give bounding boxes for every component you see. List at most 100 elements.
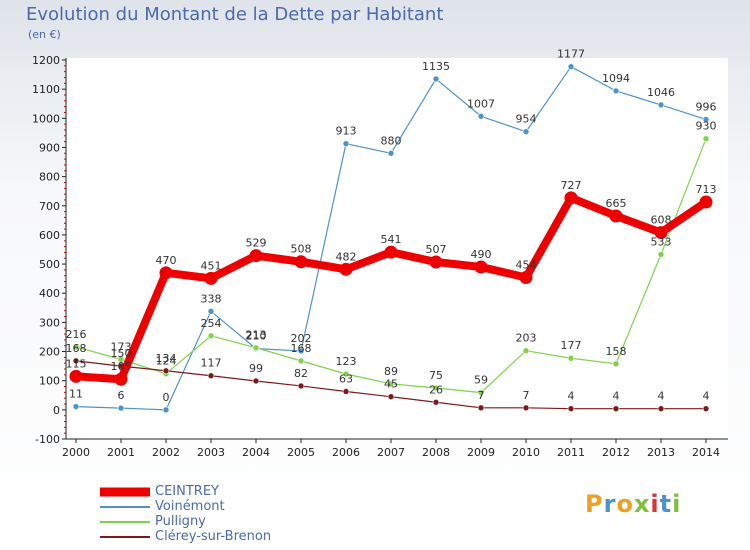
data-point (522, 404, 530, 412)
data-label: 4 (613, 390, 620, 403)
legend-label-voinemont: Voinémont (155, 499, 225, 514)
data-label: 158 (606, 345, 627, 358)
legend-label-pulligny: Pulligny (155, 514, 206, 529)
x-tick-label: 2014 (692, 446, 720, 459)
legend-label-clerey: Clérey-sur-Brenon (155, 529, 272, 544)
data-label: 1007 (467, 97, 495, 110)
x-tick-label: 2010 (512, 446, 540, 459)
data-label: 75 (429, 369, 443, 382)
data-point (474, 260, 488, 274)
data-label: 508 (291, 243, 312, 256)
data-label: 11 (69, 388, 83, 401)
data-point (429, 255, 443, 269)
logo-letter: x (633, 490, 651, 518)
x-tick-label: 2004 (242, 446, 270, 459)
data-label: 954 (516, 113, 537, 126)
data-point (342, 370, 350, 378)
data-point (297, 347, 305, 355)
data-point (69, 369, 83, 383)
data-point (342, 388, 350, 395)
data-label: 59 (474, 374, 488, 387)
data-point (117, 404, 125, 412)
legend-swatch-pulligny (100, 514, 150, 529)
y-tick-label: 500 (39, 258, 60, 271)
x-tick-label: 2006 (332, 446, 360, 459)
data-label: 213 (246, 329, 267, 342)
data-point (159, 266, 173, 280)
logo-letter: P (585, 490, 604, 518)
x-tick-label: 2002 (152, 446, 180, 459)
data-label: 1094 (602, 72, 630, 85)
data-label: 203 (516, 332, 537, 345)
data-point (342, 140, 350, 147)
data-point (702, 135, 710, 143)
data-point (567, 63, 575, 71)
y-tick-label: 700 (39, 200, 60, 213)
data-point (384, 245, 398, 259)
y-tick-label: 1100 (32, 83, 60, 96)
data-point (207, 308, 215, 315)
data-label: 216 (66, 328, 87, 341)
data-label: 202 (291, 332, 312, 345)
data-label: 930 (696, 120, 717, 133)
data-label: 7 (478, 389, 485, 402)
data-point (564, 191, 578, 205)
x-tick-label: 2009 (467, 446, 495, 459)
data-label: 99 (249, 362, 263, 375)
data-point (522, 128, 530, 136)
data-label: 177 (561, 339, 582, 352)
legend-swatch-ceintrey (100, 484, 150, 499)
data-label: 470 (156, 254, 177, 267)
data-label: 6 (118, 389, 125, 402)
data-label: 4 (658, 390, 665, 403)
legend-label-ceintrey: CEINTREY (155, 484, 219, 499)
y-tick-label: 100 (39, 375, 60, 388)
data-point (657, 405, 665, 412)
y-tick-label: 300 (39, 316, 60, 329)
data-point (204, 271, 218, 285)
data-point (72, 403, 80, 410)
data-label: 0 (163, 391, 170, 404)
logo-letter: r (603, 490, 617, 518)
x-tick-label: 2001 (107, 446, 135, 459)
data-label: 338 (201, 292, 222, 305)
chart-title: Evolution du Montant de la Dette par Hab… (26, 4, 444, 25)
data-label: 4 (703, 390, 710, 403)
logo-letter: i (650, 490, 660, 518)
data-label: 913 (336, 125, 357, 138)
logo-letter: o (616, 490, 634, 518)
data-point (702, 116, 710, 123)
data-point (114, 372, 128, 386)
data-label: 45 (384, 378, 398, 391)
x-tick-label: 2000 (62, 446, 90, 459)
data-point (117, 356, 125, 363)
data-label: 210 (246, 330, 267, 343)
data-label: 880 (381, 134, 402, 147)
data-label: 134 (156, 352, 177, 365)
data-point (387, 149, 395, 157)
data-label: 665 (606, 197, 627, 210)
data-point (612, 405, 620, 412)
data-point (297, 382, 305, 390)
data-point (297, 357, 305, 365)
data-point (387, 380, 395, 388)
data-label: 63 (339, 372, 353, 385)
data-point (519, 270, 533, 284)
data-point (162, 406, 170, 414)
y-tick-label: 0 (53, 404, 60, 417)
data-label: 1135 (422, 60, 450, 73)
data-label: 7 (523, 389, 530, 402)
data-label: 105 (111, 360, 132, 373)
data-label: 1046 (647, 86, 675, 99)
data-label: 117 (201, 357, 222, 370)
data-point (657, 251, 665, 258)
data-point (387, 393, 395, 401)
data-label: 123 (336, 355, 357, 368)
proxiti-logo: Proxiti (585, 490, 681, 518)
data-point (207, 332, 215, 340)
data-label: 713 (696, 183, 717, 196)
data-point (72, 357, 80, 365)
data-point (702, 405, 710, 412)
data-label: 451 (201, 259, 222, 272)
data-point (249, 249, 263, 263)
